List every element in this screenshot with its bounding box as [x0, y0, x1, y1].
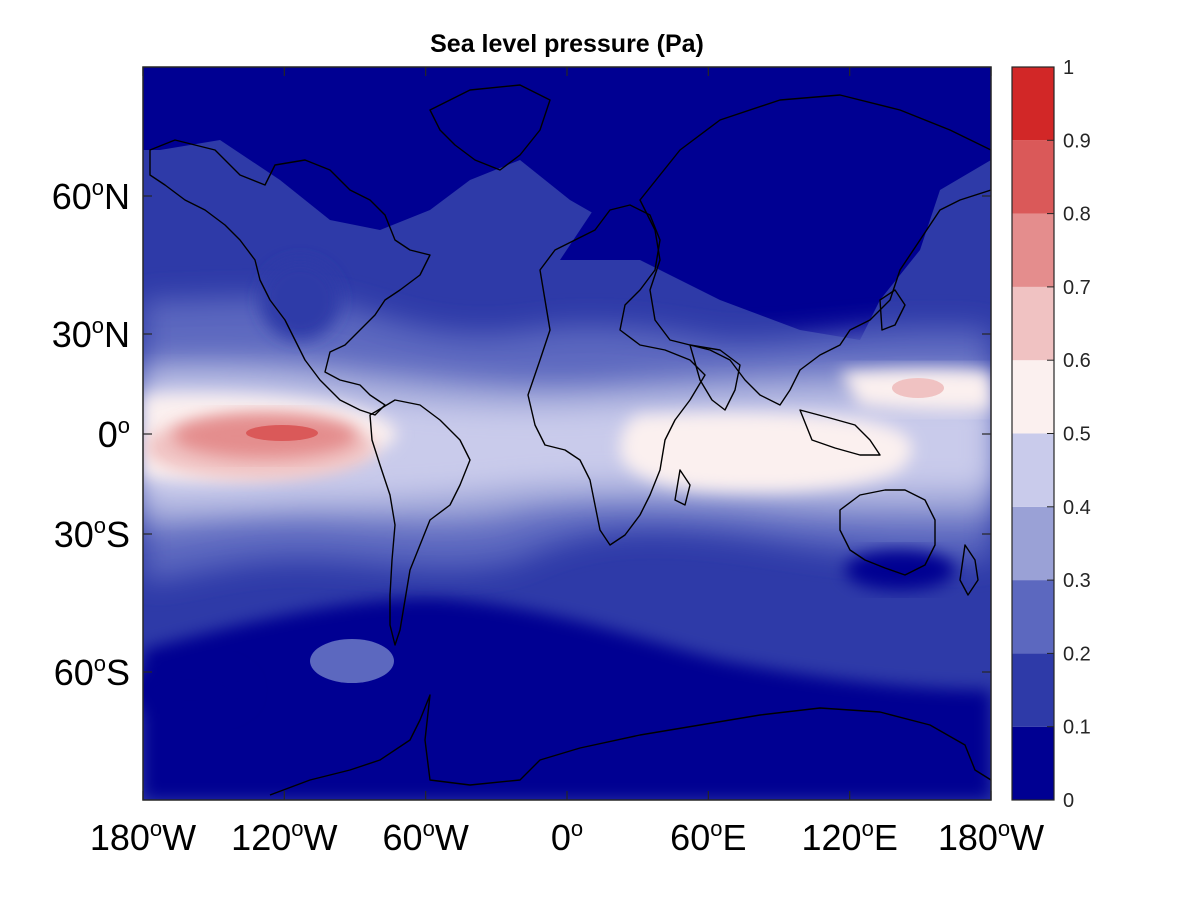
colorbar-segment: [1012, 140, 1054, 214]
colorbar-tick-label: 0.8: [1063, 204, 1091, 226]
map-panel: [142, 66, 992, 801]
y-axis-ticks: 60oN 30oN 0o 30oS 60oS: [52, 175, 991, 693]
colorbar-tick-label: 0.2: [1063, 643, 1091, 665]
x-tick-label: 60oW: [383, 816, 469, 858]
coast-australia: [839, 489, 936, 576]
colorbar-segment: [1012, 433, 1054, 507]
colorbar-tick-label: 0: [1063, 790, 1074, 812]
chart-title: Sea level pressure (Pa): [430, 30, 704, 58]
colorbar-segment: [1012, 67, 1054, 141]
x-tick-label: 60oE: [670, 816, 746, 858]
colorbar-tick-label: 0.5: [1063, 424, 1091, 446]
coast-madagascar: [674, 469, 691, 506]
y-tick-label: 30oS: [54, 513, 130, 555]
colorbar-tick-label: 0.6: [1063, 350, 1091, 372]
coast-antarctica: [269, 694, 991, 796]
coast-japan: [879, 289, 906, 331]
coast-greenland: [429, 84, 551, 171]
x-tick-label: 120oE: [801, 816, 897, 858]
colorbar-tick-label: 1: [1063, 57, 1074, 79]
field-na-low: [260, 260, 340, 340]
coast-asia: [639, 94, 991, 406]
colorbar-segment: [1012, 360, 1054, 434]
field-pacific-south-low: [143, 662, 250, 718]
x-axis-ticks: 180oW 120oW 60oW 0o 60oE 120oE 180oW: [90, 67, 1044, 858]
colorbar-segment: [1012, 580, 1054, 654]
field-asia-low: [560, 67, 991, 340]
colorbar-tick-label: 0.3: [1063, 570, 1091, 592]
coast-north-america: [149, 139, 431, 416]
field-south-pacific-patch: [310, 639, 394, 683]
field-band-09: [246, 425, 318, 441]
y-tick-label: 60oN: [52, 175, 130, 217]
colorbar-segment: [1012, 653, 1054, 727]
colorbar-segment: [1012, 506, 1054, 581]
colorbar-tick-label: 0.4: [1063, 497, 1091, 519]
colorbar-tick-label: 0.9: [1063, 130, 1091, 152]
colorbar-tick-label: 0.1: [1063, 717, 1091, 739]
x-tick-label: 0o: [551, 816, 583, 858]
x-tick-label: 180oW: [938, 816, 1044, 858]
coast-se-asia-islands: [799, 409, 881, 456]
colorbar-tick-label: 0.7: [1063, 277, 1091, 299]
coast-south-america: [369, 399, 471, 646]
coast-new-zealand: [959, 544, 979, 596]
y-tick-label: 30oN: [52, 313, 130, 355]
colorbar-segment: [1012, 213, 1054, 287]
field-australia-low: [845, 550, 955, 590]
coastlines: [149, 84, 991, 796]
coast-india: [689, 344, 741, 411]
x-tick-label: 180oW: [90, 816, 196, 858]
colorbar: 0 0.1 0.2 0.3 0.4 0.5 0.6 0.7 0.8 0.9 1: [1011, 57, 1091, 812]
colorbar-segment: [1012, 286, 1054, 361]
field-band-07-wpac: [892, 378, 944, 398]
y-tick-label: 0o: [98, 413, 130, 455]
pressure-field: [143, 67, 991, 800]
field-band-06-indian: [620, 413, 913, 492]
colorbar-segment: [1012, 726, 1054, 800]
y-tick-label: 60oS: [54, 651, 130, 693]
x-tick-label: 120oW: [231, 816, 337, 858]
